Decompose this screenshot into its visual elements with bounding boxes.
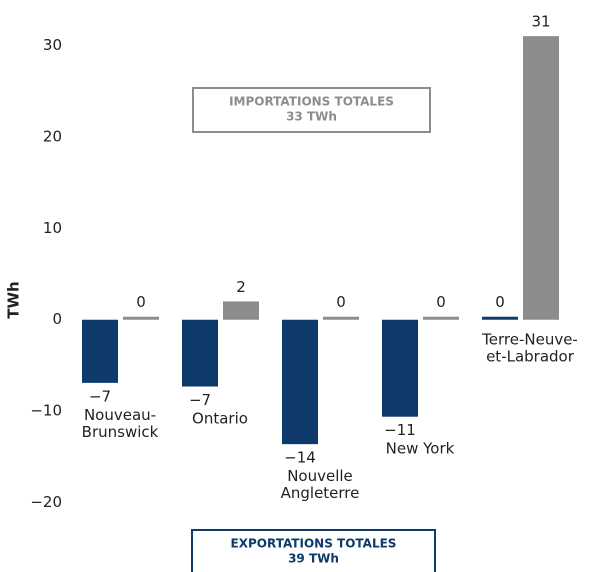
x-tick-label: Nouveau-Brunswick [82, 405, 159, 440]
y-tick-label: 20 [43, 127, 62, 145]
annotation-box [191, 529, 436, 572]
annotation-text: EXPORTATIONS TOTALES [231, 537, 397, 551]
y-tick-label: −10 [30, 402, 62, 420]
annotation-text: IMPORTATIONS TOTALES [229, 95, 394, 109]
value-label: 0 [436, 293, 446, 311]
y-axis-label: TWh [5, 281, 23, 318]
bar [523, 36, 559, 320]
x-tick-label: Nouvelle Angleterre [281, 467, 360, 502]
value-label: −7 [189, 391, 211, 409]
y-tick-label: −20 [30, 493, 62, 511]
annotation-text: 39 TWh [288, 552, 339, 566]
bar [282, 319, 318, 445]
bar [82, 319, 118, 383]
bar [182, 319, 218, 387]
bar [123, 316, 159, 320]
y-tick-label: 10 [43, 219, 62, 237]
y-tick-label: 30 [43, 36, 62, 54]
bar [423, 316, 459, 320]
value-label: 0 [495, 293, 505, 311]
annotation-text: 33 TWh [286, 110, 337, 124]
value-label: −14 [284, 449, 316, 467]
x-tick-label: New York [386, 439, 455, 457]
value-label: 2 [236, 278, 246, 296]
annotation-box [192, 87, 431, 133]
bar [323, 316, 359, 320]
value-label: 31 [531, 13, 550, 31]
value-label: −7 [89, 387, 111, 405]
value-label: 0 [136, 293, 146, 311]
bar [382, 319, 418, 417]
bar [223, 301, 259, 320]
value-label: −11 [384, 421, 416, 439]
y-tick-label: 0 [52, 310, 62, 328]
x-tick-label: Terre-Neuve-et-Labrador [481, 330, 578, 365]
x-tick-label: Ontario [192, 409, 248, 427]
value-label: 0 [336, 293, 346, 311]
bar [482, 316, 518, 320]
